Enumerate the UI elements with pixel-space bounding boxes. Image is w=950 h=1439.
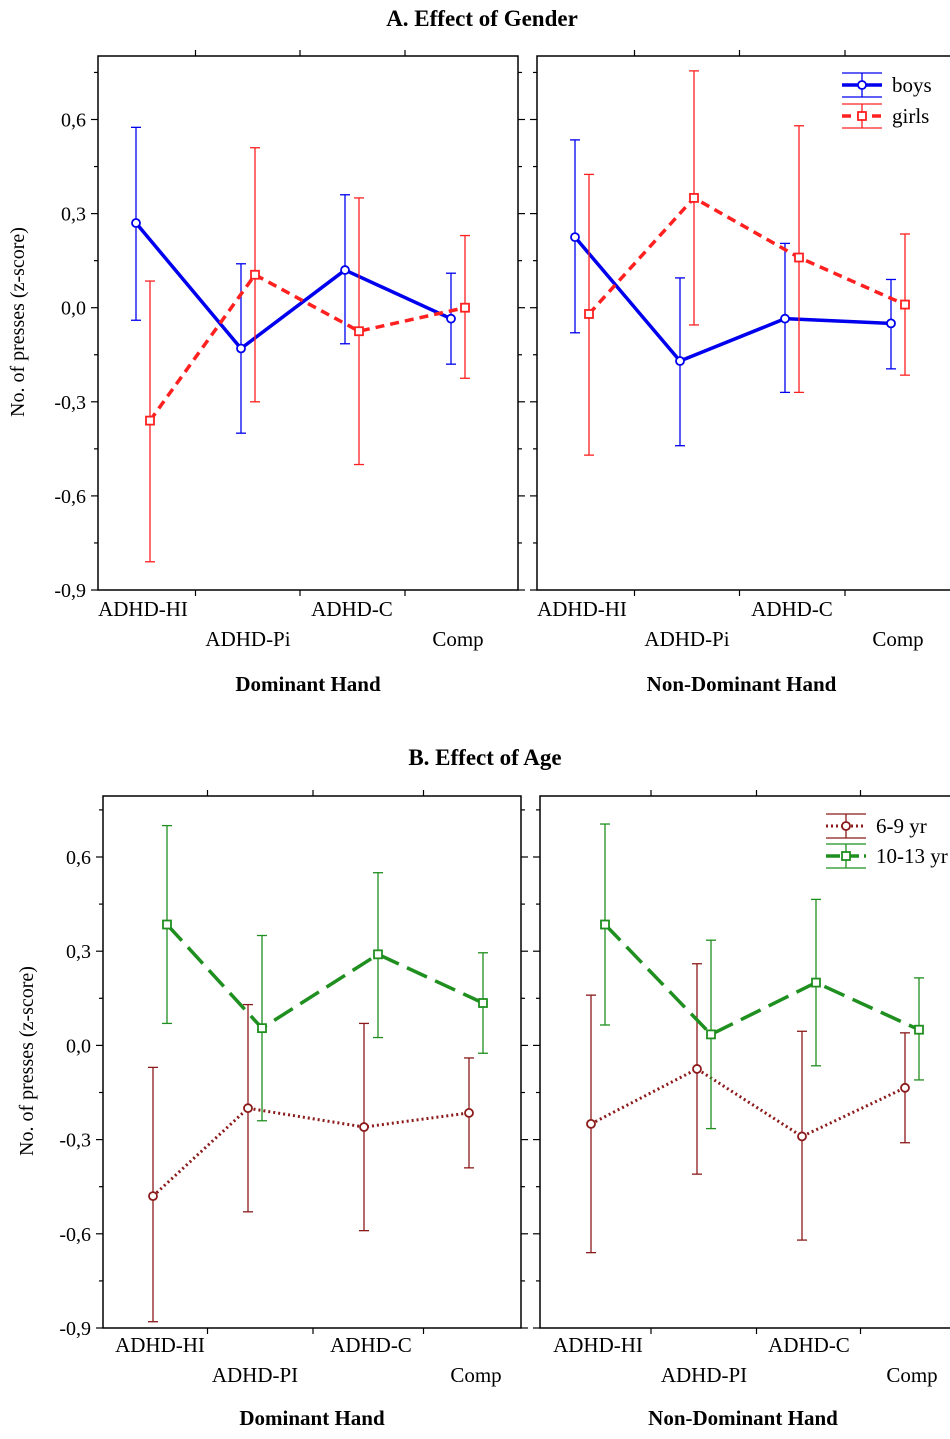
y-axis-label-0: No. of presses (z-score) xyxy=(7,227,29,417)
legend-label-p0-1: girls xyxy=(892,104,929,128)
x-tick-label-p1-f0: ADHD-PI xyxy=(212,1363,298,1387)
series-line-p0-f0-girls xyxy=(148,273,466,422)
y-tick-label-p0: 0,0 xyxy=(61,298,86,320)
marker-p1-f0-s1-1 xyxy=(257,1023,267,1034)
marker-p0-f9-s0-0 xyxy=(857,80,867,90)
marker-p0-f9-s1-0 xyxy=(857,111,867,121)
marker-p0-f0-s1-2 xyxy=(354,326,364,337)
y-tick-label-p0: -0,3 xyxy=(54,392,86,414)
plot-frame-p0-f1 xyxy=(536,55,950,591)
x-tick-label-p0-f1: Comp xyxy=(872,627,923,651)
legend-label-p1-1: 10-13 yr xyxy=(876,844,948,868)
marker-p1-f9-s0-0 xyxy=(841,821,851,831)
marker-p0-f1-s0-0 xyxy=(570,232,580,243)
marker-p1-f1-s0-3 xyxy=(900,1082,910,1093)
x-tick-label-p1-f1: ADHD-PI xyxy=(661,1363,747,1387)
legend-label-p0-0: boys xyxy=(892,73,932,97)
marker-p0-f1-s1-0 xyxy=(584,309,594,319)
plot-p1-f0: 0,6 0,3 0,0 -0,3 -0,6 -0,9 ADHD-HI ADHD-PI ADHD-… xyxy=(59,790,528,1430)
marker-p1-f1-s0-0 xyxy=(586,1119,596,1129)
x-tick-label-p1-f1: ADHD-C xyxy=(768,1333,850,1357)
x-tick-label-p1-f1: ADHD-HI xyxy=(553,1333,643,1357)
y-tick-label-p1: -0,9 xyxy=(59,1318,91,1340)
plot-p0-f1: ADHD-HI ADHD-Pi ADHD-C Comp Non-Dominant Han… xyxy=(530,50,950,696)
marker-p1-f9-s1-0 xyxy=(841,851,851,861)
y-tick-label-p1: 0,0 xyxy=(66,1035,91,1057)
y-tick-label-p0: 0,6 xyxy=(61,110,86,132)
marker-p0-f1-s0-3 xyxy=(886,318,896,329)
marker-p1-f1-s1-1 xyxy=(706,1029,716,1040)
marker-p1-f1-s0-2 xyxy=(797,1131,807,1142)
x-tick-label-p0-f0: ADHD-C xyxy=(311,597,393,621)
x-tick-label-p0-f1: ADHD-C xyxy=(751,597,833,621)
panel-b-title: B. Effect of Age xyxy=(408,745,561,770)
marker-p0-f0-s0-2 xyxy=(340,265,350,275)
marker-p0-f0-s1-1 xyxy=(250,269,260,280)
x-axis-label-p1-f0: Dominant Hand xyxy=(239,1406,385,1430)
series-line-p0-f1-boys xyxy=(573,235,892,363)
x-tick-label-p0-f0: ADHD-HI xyxy=(98,597,188,621)
y-tick-label-p0: 0,3 xyxy=(61,204,86,226)
y-tick-label-p0: -0,9 xyxy=(54,580,86,602)
marker-p1-f1-s1-3 xyxy=(914,1024,924,1035)
plot-frame-p1-f1 xyxy=(539,795,950,1329)
marker-p0-f1-s0-2 xyxy=(780,313,790,324)
marker-p0-f1-s1-3 xyxy=(900,299,910,310)
series-line-p1-f1-6-9-yr xyxy=(590,1067,906,1138)
marker-p0-f1-s1-1 xyxy=(689,193,699,203)
x-axis-label-p1-f1: Non-Dominant Hand xyxy=(648,1406,838,1430)
marker-p0-f0-s1-3 xyxy=(460,302,470,313)
y-axis-label-1: No. of presses (z-score) xyxy=(16,966,38,1156)
plot-frame-p0-f0 xyxy=(97,55,519,591)
marker-p0-f0-s0-3 xyxy=(446,313,456,324)
legend-label-p1-0: 6-9 yr xyxy=(876,814,927,838)
marker-p0-f1-s0-1 xyxy=(675,356,685,366)
marker-p1-f1-s1-0 xyxy=(600,919,610,930)
marker-p1-f0-s1-3 xyxy=(478,998,488,1008)
x-tick-label-p0-f1: ADHD-Pi xyxy=(644,627,729,651)
series-line-p1-f1-10-13-yr xyxy=(603,923,920,1037)
series-line-p1-f0-6-9-yr xyxy=(151,1106,470,1198)
x-tick-label-p1-f0: ADHD-HI xyxy=(115,1333,205,1357)
y-tick-label-p1: -0,3 xyxy=(59,1130,91,1152)
legend-p1: 6-9 yr 10-13 yr xyxy=(826,813,948,869)
marker-p1-f0-s1-0 xyxy=(162,919,172,930)
plot-p0-f0: 0,6 0,3 0,0 -0,3 -0,6 -0,9 ADHD-HI ADHD-Pi ADHD-… xyxy=(54,50,525,696)
x-axis-label-p0-f1: Non-Dominant Hand xyxy=(647,672,837,696)
marker-p0-f1-s1-2 xyxy=(794,252,804,263)
marker-p1-f0-s0-1 xyxy=(243,1103,253,1114)
marker-p1-f0-s0-3 xyxy=(464,1108,474,1118)
marker-p0-f0-s1-0 xyxy=(145,415,155,426)
x-tick-label-p0-f1: ADHD-HI xyxy=(537,597,627,621)
y-tick-label-p1: -0,6 xyxy=(59,1224,91,1246)
y-tick-label-p0: -0,6 xyxy=(54,486,86,508)
marker-p1-f0-s0-2 xyxy=(359,1122,369,1132)
x-tick-label-p1-f1: Comp xyxy=(886,1363,937,1387)
panel-a-title: A. Effect of Gender xyxy=(386,6,578,31)
x-axis-label-p0-f0: Dominant Hand xyxy=(235,672,381,696)
legend-p0: boys girls xyxy=(842,72,932,129)
series-line-p0-f0-boys xyxy=(134,221,452,351)
x-tick-label-p1-f0: ADHD-C xyxy=(330,1333,412,1357)
plot-p1-f1: ADHD-HI ADHD-PI ADHD-C Comp Non-Dominant Han… xyxy=(533,790,950,1430)
marker-p1-f0-s1-2 xyxy=(373,949,383,960)
marker-p1-f1-s0-1 xyxy=(692,1064,702,1074)
marker-p0-f0-s0-0 xyxy=(131,218,141,228)
series-line-p1-f0-10-13-yr xyxy=(165,923,484,1030)
marker-p0-f0-s0-1 xyxy=(236,343,246,354)
x-tick-label-p0-f0: ADHD-Pi xyxy=(205,627,290,651)
x-tick-label-p1-f0: Comp xyxy=(450,1363,501,1387)
series-line-p0-f1-girls xyxy=(587,196,906,316)
y-tick-label-p1: 0,3 xyxy=(66,941,91,963)
marker-p1-f0-s0-0 xyxy=(148,1191,158,1202)
plot-frame-p1-f0 xyxy=(102,795,522,1329)
marker-p1-f1-s1-2 xyxy=(811,977,821,988)
y-tick-label-p1: 0,6 xyxy=(66,847,91,869)
x-tick-label-p0-f0: Comp xyxy=(432,627,483,651)
